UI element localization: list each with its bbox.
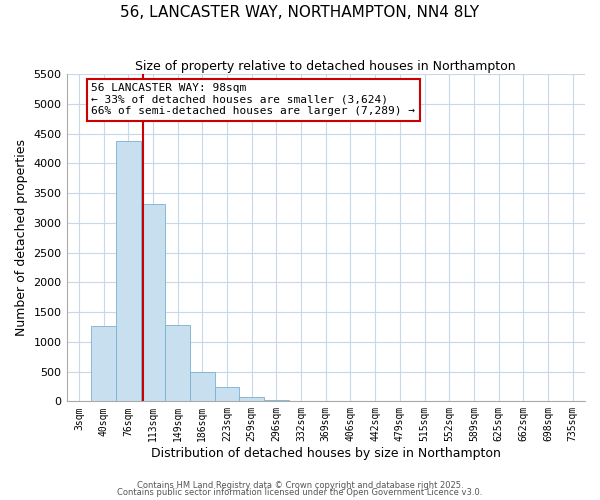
Bar [140, 204, 165, 402]
Y-axis label: Number of detached properties: Number of detached properties [15, 139, 28, 336]
Title: Size of property relative to detached houses in Northampton: Size of property relative to detached ho… [136, 60, 516, 73]
Text: Contains public sector information licensed under the Open Government Licence v3: Contains public sector information licen… [118, 488, 482, 497]
Bar [190, 372, 215, 402]
Bar [239, 396, 264, 402]
Bar [165, 325, 190, 402]
X-axis label: Distribution of detached houses by size in Northampton: Distribution of detached houses by size … [151, 447, 501, 460]
Bar [264, 400, 289, 402]
Bar [116, 142, 140, 402]
Text: Contains HM Land Registry data © Crown copyright and database right 2025.: Contains HM Land Registry data © Crown c… [137, 480, 463, 490]
Bar [215, 388, 239, 402]
Text: 56 LANCASTER WAY: 98sqm
← 33% of detached houses are smaller (3,624)
66% of semi: 56 LANCASTER WAY: 98sqm ← 33% of detache… [91, 83, 415, 116]
Bar [91, 326, 116, 402]
Text: 56, LANCASTER WAY, NORTHAMPTON, NN4 8LY: 56, LANCASTER WAY, NORTHAMPTON, NN4 8LY [121, 5, 479, 20]
